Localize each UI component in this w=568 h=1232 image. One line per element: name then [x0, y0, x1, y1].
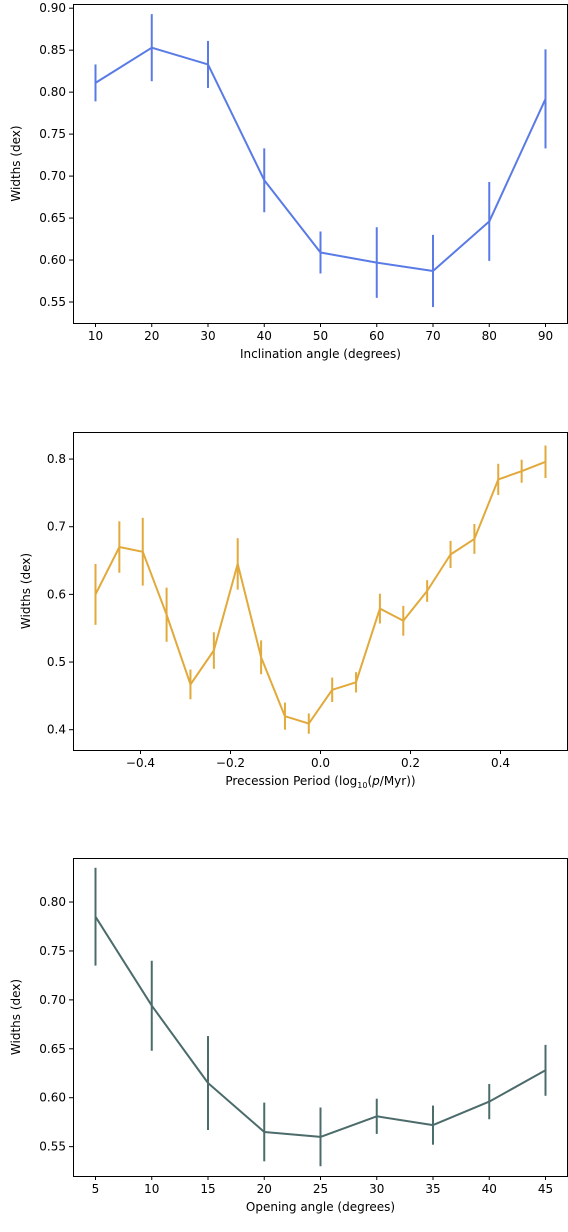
- y-tick-label: 0.55: [39, 295, 66, 309]
- x-axis-label-part: 10: [357, 781, 367, 790]
- y-axis-label: Widths (dex): [19, 553, 33, 629]
- y-tick-label: 0.6: [47, 587, 66, 601]
- x-tick-label: 40: [482, 1182, 497, 1196]
- y-tick-label: 0.80: [39, 895, 66, 909]
- y-tick-label: 0.85: [39, 43, 66, 57]
- x-tick-label: −0.4: [126, 756, 155, 770]
- y-tick-label: 0.8: [47, 452, 66, 466]
- x-tick-label: 25: [313, 1182, 328, 1196]
- x-tick-label: 50: [313, 329, 328, 343]
- y-tick-label: 0.75: [39, 127, 66, 141]
- x-tick-label: 40: [257, 329, 272, 343]
- x-tick-label: 60: [369, 329, 384, 343]
- x-tick-label: 90: [538, 329, 553, 343]
- x-axis-label-part: (: [367, 774, 372, 788]
- x-axis-label: Opening angle (degrees): [246, 1200, 395, 1214]
- y-tick-label: 0.4: [47, 723, 66, 737]
- x-tick-label: 70: [425, 329, 440, 343]
- x-tick-label: 45: [538, 1182, 553, 1196]
- x-tick-label: 10: [144, 1182, 159, 1196]
- y-tick-label: 0.60: [39, 1091, 66, 1105]
- x-tick-label: 20: [257, 1182, 272, 1196]
- x-axis-label-part: p: [371, 774, 380, 788]
- x-axis-label-part: Precession Period (log: [225, 774, 357, 788]
- x-tick-label: 35: [425, 1182, 440, 1196]
- y-tick-label: 0.70: [39, 169, 66, 183]
- y-tick-label: 0.75: [39, 944, 66, 958]
- x-tick-label: 30: [200, 329, 215, 343]
- y-tick-label: 0.55: [39, 1140, 66, 1154]
- chart-panel-3: 5 10 15 20 25 30 35 40 45 0.55 0.60 0.65 0.70 0.75 0.8…: [9, 858, 568, 1214]
- chart-panel-2: −0.4 −0.2 0.0 0.2 0.4 0.4 0.5 0.6 0.7 0.8 Precessi…: [19, 432, 568, 790]
- x-tick-label: −0.2: [216, 756, 245, 770]
- y-axis-label: Widths (dex): [9, 125, 23, 201]
- axes-frame: [73, 4, 568, 324]
- y-axis-label: Widths (dex): [9, 979, 23, 1055]
- y-tick-label: 0.80: [39, 85, 66, 99]
- y-tick-label: 0.5: [47, 655, 66, 669]
- x-tick-label: 80: [482, 329, 497, 343]
- x-tick-label: 15: [200, 1182, 215, 1196]
- x-tick-label: 5: [92, 1182, 100, 1196]
- x-tick-label: 0.4: [491, 756, 510, 770]
- x-tick-label: 30: [369, 1182, 384, 1196]
- y-tick-label: 0.7: [47, 520, 66, 534]
- y-tick-label: 0.65: [39, 1042, 66, 1056]
- x-axis-label: Inclination angle (degrees): [240, 347, 401, 361]
- x-tick-label: 20: [144, 329, 159, 343]
- y-tick-label: 0.60: [39, 253, 66, 267]
- y-tick-label: 0.65: [39, 211, 66, 225]
- chart-panel-1: 10 20 30 40 50 60 70 80 90 0.55 0.60 0.65 0.70 0.75 0.…: [9, 1, 568, 361]
- x-tick-label: 0.0: [311, 756, 330, 770]
- x-axis-label-part: /Myr)): [380, 774, 416, 788]
- y-tick-label: 0.90: [39, 1, 66, 15]
- y-tick-label: 0.70: [39, 993, 66, 1007]
- series-line: [94, 460, 546, 725]
- x-axis-label: Precession Period (log10(p/Myr)): [225, 774, 415, 790]
- x-tick-label: 10: [88, 329, 103, 343]
- series-line: [94, 916, 546, 1138]
- axes-frame: [73, 432, 568, 751]
- x-tick-label: 0.2: [401, 756, 420, 770]
